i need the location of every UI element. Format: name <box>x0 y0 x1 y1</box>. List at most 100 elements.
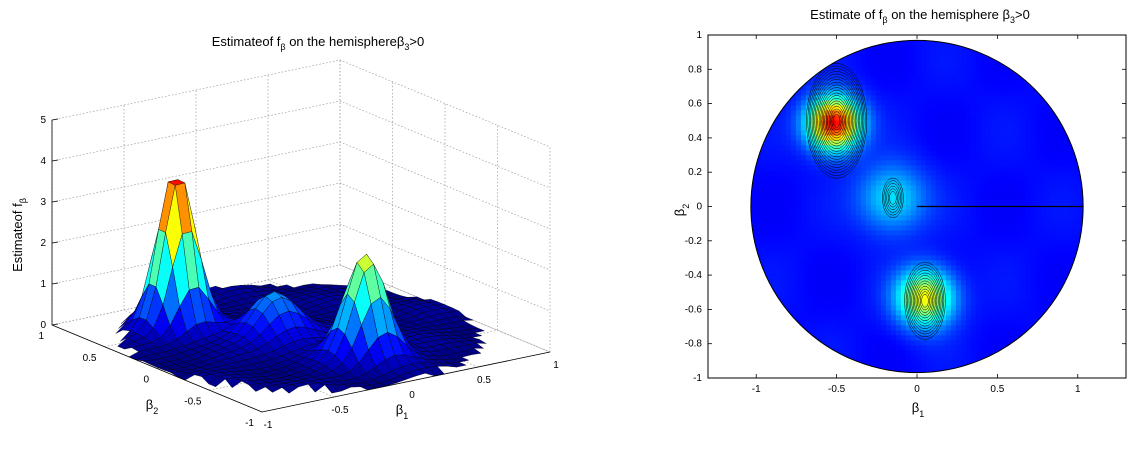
contour-cell <box>996 140 1002 146</box>
contour-cell <box>991 160 997 166</box>
contour-cell <box>851 240 857 246</box>
contour-cell <box>886 175 892 181</box>
contour-cell <box>971 235 977 241</box>
contour-cell <box>931 230 937 236</box>
contour-cell <box>961 125 967 130</box>
contour-cell <box>846 220 852 226</box>
contour-cell <box>971 145 977 151</box>
contour-cell <box>836 335 842 341</box>
contour-cell <box>966 330 972 336</box>
contour-cell <box>791 110 797 116</box>
contour-cell <box>791 215 797 221</box>
contour-cell <box>886 145 892 151</box>
contour-cell <box>891 75 897 81</box>
contour-cell <box>841 325 847 331</box>
contour-cell <box>771 225 777 231</box>
contour-cell <box>826 255 832 261</box>
contour-cell <box>971 100 977 106</box>
contour-cell <box>961 255 967 261</box>
contour-cell <box>981 95 987 101</box>
contour-cell <box>931 135 937 141</box>
contour-cell <box>826 325 832 331</box>
contour-cell <box>1001 105 1007 111</box>
contour-cell <box>966 160 972 166</box>
contour-cell <box>791 195 797 201</box>
contour-cell <box>781 155 787 161</box>
contour-cell <box>851 260 857 266</box>
contour-cell <box>821 290 827 296</box>
contour-cell <box>901 290 907 296</box>
contour-cell <box>956 235 962 241</box>
contour-cell <box>881 95 887 101</box>
contour-cell <box>876 150 882 156</box>
contour-cell <box>906 90 912 96</box>
contour-cell <box>901 365 907 371</box>
contour-cell <box>1036 165 1042 171</box>
contour-cell <box>1031 185 1037 191</box>
contour-cell <box>976 340 982 346</box>
contour-cell <box>871 265 877 271</box>
contour-cell <box>906 195 912 201</box>
contour-cell <box>996 265 1002 271</box>
contour-cell <box>981 350 987 356</box>
contour-cell <box>821 260 827 266</box>
contour-cell <box>836 325 842 331</box>
contour-cell <box>771 235 777 241</box>
contour-cell <box>811 265 817 271</box>
contour-cell <box>856 275 862 281</box>
contour-cell <box>861 260 867 266</box>
contour-cell <box>1026 200 1032 206</box>
contour-cell <box>946 305 952 311</box>
contour-cell <box>881 340 887 346</box>
contour-cell <box>906 145 912 151</box>
contour-cell <box>971 220 977 226</box>
contour-cell <box>876 220 882 226</box>
contour-cell <box>841 335 847 341</box>
contour-cell <box>816 200 822 206</box>
contour-cell <box>951 130 957 136</box>
contour-cell <box>1061 235 1067 241</box>
contour-cell <box>786 150 792 156</box>
contour-cell <box>1031 125 1037 130</box>
contour-cell <box>961 200 967 206</box>
contour-cell <box>996 75 1002 81</box>
contour-cell <box>976 100 982 106</box>
contour-cell <box>906 340 912 346</box>
contour-cell <box>1046 185 1052 191</box>
contour-cell <box>871 355 877 361</box>
contour-cell <box>941 270 947 276</box>
contour-cell <box>1016 300 1022 306</box>
contour-cell <box>936 255 942 261</box>
contour-cell <box>911 220 917 226</box>
contour-cell <box>771 170 777 176</box>
contour-cell <box>796 245 802 251</box>
contour-cell <box>871 130 877 136</box>
contour-cell <box>886 60 892 66</box>
contour-cell <box>766 230 772 236</box>
contour-cell <box>991 190 997 196</box>
contour-cell <box>1006 200 1012 206</box>
contour-cell <box>841 180 847 186</box>
contour-cell <box>926 70 932 76</box>
contour-cell <box>796 230 802 236</box>
contour-cell <box>866 325 872 331</box>
contour-cell <box>801 315 807 321</box>
contour-cell <box>851 335 857 341</box>
contour-cell <box>986 335 992 341</box>
contour-cell <box>761 165 767 171</box>
contour-cell <box>811 280 817 286</box>
contour-cell <box>1016 120 1022 126</box>
contour-cell <box>891 260 897 266</box>
contour-cell <box>1016 165 1022 171</box>
contour-cell <box>946 80 952 86</box>
contour-cell <box>981 150 987 156</box>
contour-cell <box>866 285 872 291</box>
contour-cell <box>841 225 847 231</box>
contour-cell <box>981 180 987 186</box>
contour-cell <box>946 300 952 306</box>
contour-cell <box>771 295 777 301</box>
contour-cell <box>1021 135 1027 141</box>
contour-cell <box>761 155 767 161</box>
contour-cell <box>801 145 807 151</box>
contour-cell <box>1061 165 1067 171</box>
